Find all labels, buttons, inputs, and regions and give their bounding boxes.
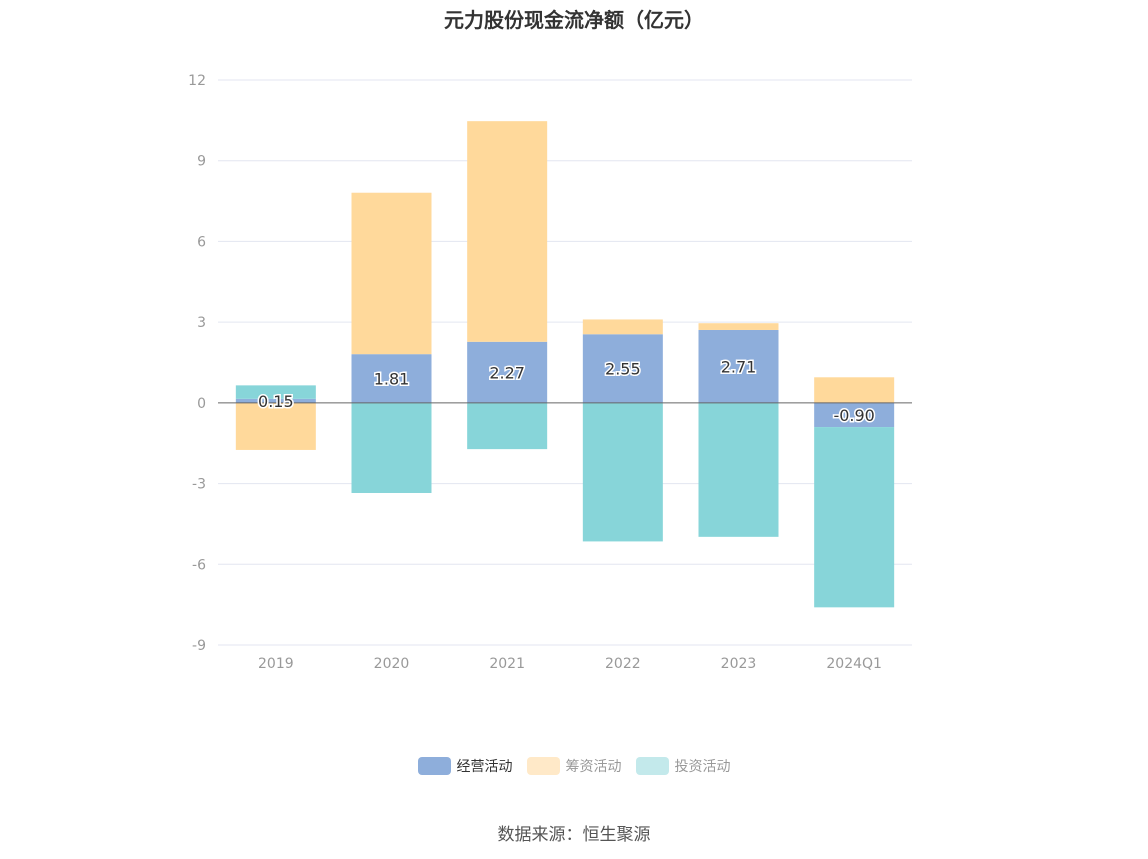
- bar-operating-2024Q1[interactable]: [814, 402, 895, 428]
- x-tick-label: 2021: [489, 656, 525, 672]
- bar-investing-2022[interactable]: [582, 402, 663, 542]
- x-tick-label: 2022: [605, 656, 641, 672]
- data-label-operating-2023: 2.71: [721, 357, 757, 376]
- chart-title: 元力股份现金流净额（亿元）: [444, 8, 704, 32]
- bar-operating-2022[interactable]: [582, 334, 663, 403]
- legend-label: 投资活动: [674, 759, 731, 775]
- bar-investing-2023[interactable]: [698, 402, 779, 537]
- bar-investing-2024Q1[interactable]: [814, 427, 895, 608]
- legend-swatch-investing: [635, 757, 669, 775]
- x-tick-label: 2020: [374, 656, 410, 672]
- bar-operating-2021[interactable]: [467, 341, 548, 403]
- legend-label: 筹资活动: [565, 759, 622, 775]
- legend-swatch-operating: [417, 757, 451, 775]
- legend-item-operating[interactable]: 经营活动: [417, 756, 513, 776]
- data-source: 数据来源：恒生聚源: [497, 825, 651, 845]
- bar-operating-2020[interactable]: [351, 354, 432, 403]
- y-tick-label: -9: [192, 638, 206, 654]
- bar-financing-2020[interactable]: [351, 192, 432, 355]
- bar-operating-2023[interactable]: [698, 329, 779, 403]
- y-tick-label: 9: [197, 154, 206, 170]
- data-label-operating-2024Q1: -0.90: [833, 406, 874, 425]
- bar-investing-2021[interactable]: [467, 402, 548, 450]
- legend-label: 经营活动: [456, 759, 513, 775]
- legend-item-financing[interactable]: 筹资活动: [526, 756, 622, 776]
- bar-financing-2023[interactable]: [698, 323, 779, 330]
- data-label-operating-2019: 0.15: [258, 392, 294, 411]
- legend-item-investing[interactable]: 投资活动: [635, 756, 731, 776]
- bar-operating-2019[interactable]: [235, 398, 316, 403]
- y-tick-label: -3: [192, 477, 206, 493]
- bar-financing-2024Q1[interactable]: [814, 377, 895, 403]
- y-tick-label: 3: [197, 315, 206, 331]
- legend-swatch-financing: [526, 757, 560, 775]
- y-tick-label: -6: [192, 557, 206, 573]
- y-tick-label: 6: [197, 234, 206, 250]
- y-tick-label: 12: [188, 73, 206, 89]
- bar-financing-2021[interactable]: [467, 121, 548, 342]
- x-tick-label: 2019: [258, 656, 294, 672]
- y-tick-label: 0: [197, 396, 206, 412]
- x-tick-label: 2023: [721, 656, 757, 672]
- bar-financing-2022[interactable]: [582, 319, 663, 335]
- data-label-operating-2022: 2.55: [605, 360, 641, 379]
- data-label-operating-2020: 1.81: [374, 370, 410, 389]
- bar-investing-2020[interactable]: [351, 402, 432, 493]
- legend: 经营活动 筹资活动 投资活动: [0, 756, 1148, 776]
- data-label-operating-2021: 2.27: [489, 363, 525, 382]
- x-tick-label: 2024Q1: [826, 656, 882, 672]
- bar-investing-2019[interactable]: [235, 385, 316, 399]
- bar-financing-2019[interactable]: [235, 402, 316, 450]
